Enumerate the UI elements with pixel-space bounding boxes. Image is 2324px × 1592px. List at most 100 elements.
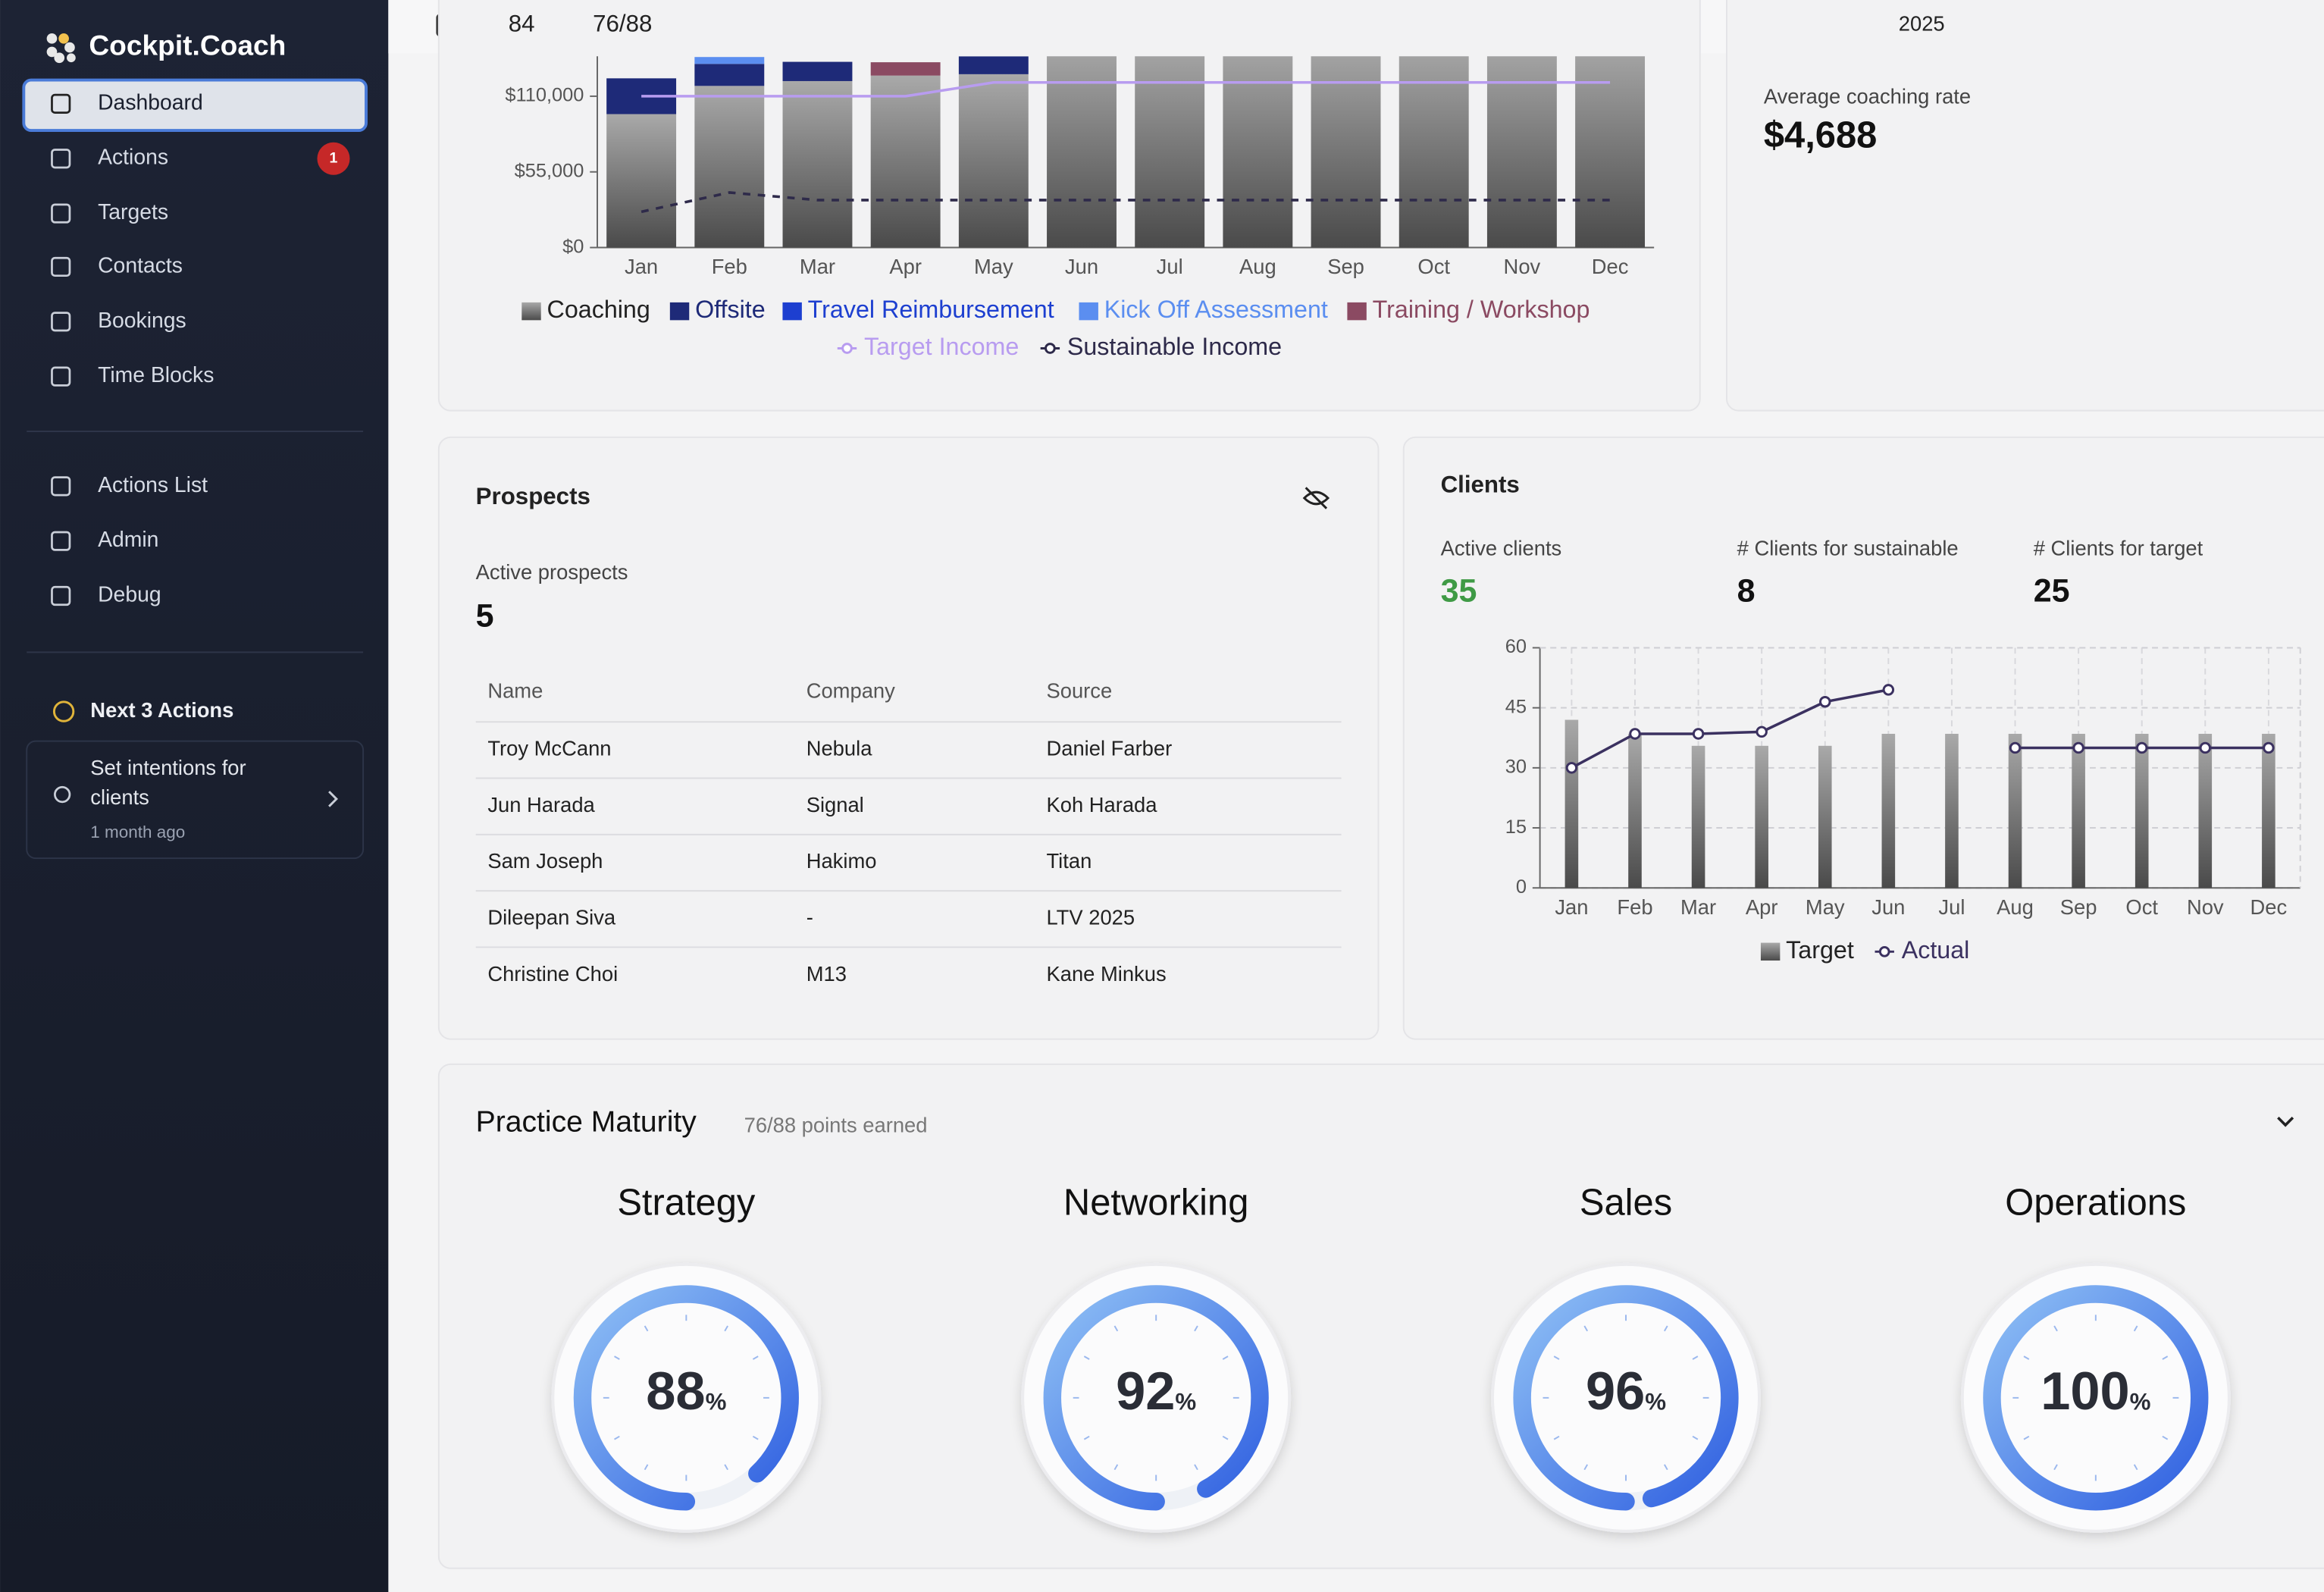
rate-value: $4,688	[1764, 115, 1878, 156]
table-cell: Signal	[807, 793, 864, 816]
legend-marker	[1045, 343, 1056, 354]
gauge-value: 88%	[646, 1361, 726, 1421]
table-cell: Kane Minkus	[1046, 962, 1166, 986]
y-tick-label: 15	[1505, 816, 1527, 838]
legend-label: Coaching	[547, 296, 650, 323]
card-title: Clients	[1441, 472, 1520, 498]
bar	[1755, 745, 1768, 888]
legend-swatch	[1347, 302, 1367, 321]
nav-item[interactable]: Actions	[98, 146, 168, 170]
point	[1756, 725, 1768, 738]
card-title: Prospects	[476, 483, 590, 509]
nav-item[interactable]: Time Blocks	[98, 363, 214, 387]
plot	[1564, 684, 2275, 888]
bar	[958, 74, 1029, 248]
gauge-tick	[2053, 1464, 2058, 1471]
gauge-tick	[1583, 1325, 1589, 1332]
point	[1565, 762, 1578, 774]
point	[1819, 696, 1831, 708]
stat-value: 5	[476, 598, 494, 635]
gauge-tick	[1664, 1464, 1668, 1471]
card-subtitle: 76/88 points earned	[744, 1113, 928, 1136]
point	[2135, 741, 2148, 754]
bar	[1223, 56, 1293, 248]
x-tick-label: May	[1806, 895, 1845, 919]
nav-item[interactable]: Bookings	[98, 309, 186, 333]
nav-item[interactable]: Debug	[98, 583, 161, 607]
gauge-arc	[1513, 1285, 1739, 1511]
x-tick-label: Dec	[2250, 895, 2288, 919]
action-card[interactable]	[26, 740, 365, 860]
hide-icon[interactable]	[1302, 487, 1330, 509]
x-tick-label: Oct	[1417, 255, 1450, 278]
x-tick-label: Nov	[2187, 895, 2224, 919]
gauge-tick	[724, 1325, 728, 1332]
legend-swatch	[782, 302, 802, 321]
legend-label: Sustainable Income	[1067, 333, 1282, 360]
bar	[2198, 733, 2213, 888]
bar	[1575, 56, 1646, 248]
bar	[1564, 719, 1579, 888]
y-tick-label: $0	[562, 236, 584, 257]
collapse-icon[interactable]	[2277, 1117, 2294, 1127]
rate-card	[1725, 0, 2324, 412]
gauge-face	[1960, 1262, 2231, 1533]
gauge-tick	[614, 1435, 620, 1440]
gauge-number: 100	[2041, 1361, 2129, 1421]
x-tick-label: Dec	[1592, 255, 1629, 278]
gauge-tick	[2023, 1435, 2030, 1440]
nav-icon	[51, 366, 71, 387]
bar	[1135, 56, 1205, 248]
gauge-tick	[724, 1464, 728, 1471]
point	[2009, 741, 2022, 754]
bar	[1047, 56, 1117, 248]
active-nav[interactable]	[22, 78, 368, 133]
gauge-number: 96	[1586, 1361, 1645, 1421]
bar	[1628, 733, 1642, 888]
gauge-tick	[1583, 1464, 1589, 1471]
legend-label: Target	[1786, 936, 1854, 964]
gauge-tick	[1083, 1435, 1090, 1440]
nav-icon	[51, 312, 71, 332]
x-tick-label: Jan	[1555, 895, 1588, 919]
gauge-face	[1491, 1262, 1761, 1533]
table-cell: Christine Choi	[487, 962, 618, 986]
nav-item[interactable]: Targets	[98, 200, 168, 224]
nav-item[interactable]: Dashboard	[98, 90, 203, 114]
x-tick-label: Apr	[889, 255, 922, 278]
clients-card	[1402, 436, 2324, 1040]
table-header: Source	[1046, 678, 1112, 702]
x-tick-label: Feb	[712, 255, 747, 278]
table-cell: Nebula	[807, 737, 872, 760]
gauge-arc	[1043, 1285, 1269, 1511]
prospects-card	[437, 436, 1380, 1040]
stat-label: Active clients	[1441, 537, 1562, 560]
legend-label: Kick Off Assessment	[1104, 296, 1328, 323]
legend-swatch	[1079, 302, 1098, 321]
x-tick-label: Sep	[1327, 255, 1364, 278]
x-tick-label: Aug	[1239, 255, 1276, 278]
gauge-tick	[2023, 1355, 2030, 1360]
table-header: Company	[807, 678, 895, 702]
nav-icon	[51, 476, 71, 497]
alert-icon	[52, 700, 75, 722]
legend-marker	[1878, 945, 1890, 957]
legend-swatch	[521, 302, 541, 321]
gauge-tick	[1692, 1435, 1699, 1440]
gauge-value: 92%	[1116, 1361, 1196, 1421]
gauge-title: Sales	[1580, 1183, 1672, 1224]
gauge-tick	[1222, 1435, 1229, 1440]
nav-item[interactable]: Actions List	[98, 473, 208, 497]
gauge-tick	[1113, 1325, 1119, 1332]
y-tick-label: 30	[1505, 757, 1527, 778]
nav-item[interactable]: Contacts	[98, 253, 183, 277]
plot	[606, 56, 1646, 248]
table-cell: Titan	[1046, 849, 1092, 873]
gauge-tick	[2162, 1435, 2169, 1440]
gauge-tick	[752, 1435, 759, 1440]
stat-label: # Clients for target	[2034, 537, 2203, 560]
section-title: Next 3 Actions	[90, 698, 233, 722]
bar	[870, 62, 941, 76]
nav-item[interactable]: Admin	[98, 528, 158, 552]
